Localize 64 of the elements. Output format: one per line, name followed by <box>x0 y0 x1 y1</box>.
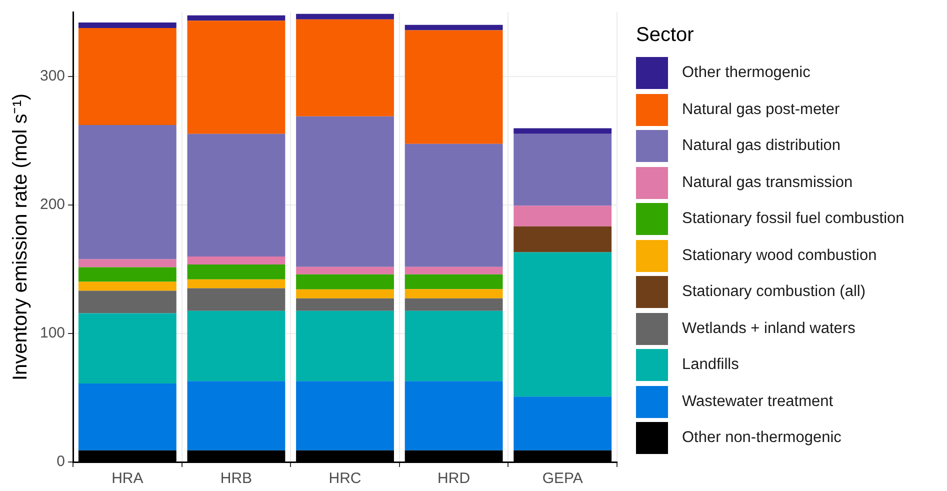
bar <box>296 381 394 450</box>
legend-label: Other thermogenic <box>682 64 810 82</box>
bar <box>78 125 176 260</box>
legend-label: Stationary fossil fuel combustion <box>682 210 904 228</box>
bar <box>187 264 286 280</box>
bar <box>404 274 503 290</box>
x-tick-label: GEPA <box>542 470 583 488</box>
y-tick-label: 200 <box>40 196 66 213</box>
legend-label: Stationary wood combustion <box>682 246 877 265</box>
bar <box>187 279 286 288</box>
bar <box>187 288 286 311</box>
x-tick-label: HRD <box>438 470 470 488</box>
bar <box>296 19 394 116</box>
legend-label: Natural gas distribution <box>682 137 841 156</box>
bar <box>514 252 612 397</box>
bar <box>187 15 286 21</box>
y-axis-title: Inventory emission rate (mol s⁻¹) <box>10 93 32 381</box>
bar <box>296 116 394 267</box>
bar <box>78 259 176 268</box>
bar <box>404 289 503 298</box>
bar <box>78 22 176 28</box>
legend-label: Landfills <box>682 356 739 374</box>
bar <box>404 266 503 274</box>
bar <box>404 381 503 450</box>
y-tick-label: 100 <box>40 324 66 342</box>
bar <box>514 128 612 134</box>
x-tick-label: HRB <box>220 470 252 488</box>
legend-label: Wetlands + inland waters <box>682 320 856 338</box>
y-tick-label: 300 <box>40 67 66 84</box>
bar <box>78 282 176 291</box>
bar <box>404 24 503 30</box>
bar <box>187 381 286 450</box>
x-tick-label: HRA <box>112 470 144 488</box>
bar <box>404 298 503 311</box>
bar <box>514 396 612 450</box>
bar <box>187 20 286 134</box>
bar <box>296 266 394 274</box>
legend-label: Wastewater treatment <box>682 392 834 411</box>
legend-label: Stationary combustion (all) <box>682 283 866 302</box>
bar <box>78 290 176 314</box>
legend-label: Other non-thermogenic <box>682 429 842 448</box>
legend-title: Sector <box>636 24 695 47</box>
bar <box>296 310 394 382</box>
bar <box>514 226 612 252</box>
bar <box>78 28 176 126</box>
bar <box>78 383 176 450</box>
bar <box>187 256 286 265</box>
bar <box>404 310 503 382</box>
bar <box>78 267 176 282</box>
bar <box>514 134 612 206</box>
legend-label: Natural gas transmission <box>682 174 853 192</box>
bar <box>404 30 503 144</box>
bar <box>296 298 394 311</box>
bar <box>78 313 176 384</box>
bar <box>404 144 503 267</box>
x-tick-label: HRC <box>328 470 362 488</box>
bar <box>296 14 394 20</box>
bar <box>296 289 394 298</box>
bar <box>187 134 286 257</box>
y-tick-label: 0 <box>56 453 66 470</box>
bar <box>296 274 394 290</box>
bar <box>514 206 612 226</box>
bar <box>187 310 286 382</box>
legend-label: Natural gas post-meter <box>682 100 840 119</box>
